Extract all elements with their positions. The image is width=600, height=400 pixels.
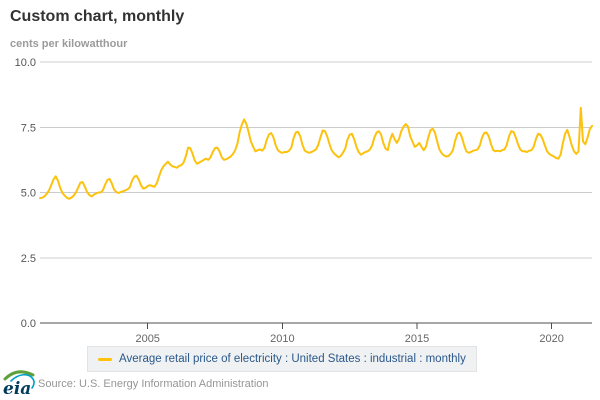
x-tick-label: 2020 (539, 333, 563, 345)
x-tick-label: 2005 (135, 333, 159, 345)
y-tick-label: 5.0 (21, 188, 36, 200)
x-tick-label: 2015 (405, 333, 429, 345)
eia-logo: eia (3, 370, 35, 398)
legend-line-swatch (98, 357, 112, 361)
legend-label: Average retail price of electricity : Un… (119, 353, 466, 365)
source-text: Source: U.S. Energy Information Administ… (38, 378, 269, 390)
y-tick-label: 2.5 (21, 253, 36, 265)
legend-item[interactable]: Average retail price of electricity : Un… (87, 346, 477, 372)
y-tick-label: 7.5 (21, 122, 36, 134)
eia-logo-teal-arc-icon (10, 373, 35, 389)
price-line (39, 106, 593, 200)
y-tick-label: 0.0 (21, 318, 36, 330)
eia-logo-text: eia (3, 379, 31, 398)
y-tick-label: 10.0 (15, 57, 36, 69)
x-tick-label: 2010 (270, 333, 294, 345)
axis-unit-label: cents per kilowatthour (10, 38, 128, 50)
eia-logo-green-arc-icon (3, 370, 35, 381)
page-title: Custom chart, monthly (10, 8, 185, 25)
